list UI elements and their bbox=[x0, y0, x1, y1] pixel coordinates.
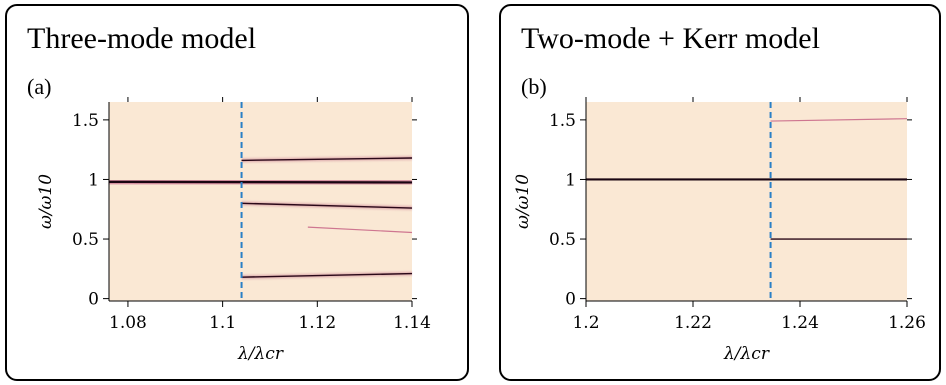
x-axis-label: λ/λcr bbox=[723, 344, 770, 364]
spectral-line bbox=[770, 118, 908, 122]
y-axis-label: ω/ω10 bbox=[513, 174, 533, 229]
plot-background bbox=[109, 102, 412, 301]
x-tick-label: 1.14 bbox=[393, 313, 431, 333]
y-axis-label: ω/ω10 bbox=[36, 174, 56, 229]
y-tick-label: 0.5 bbox=[72, 230, 99, 250]
spectral-line-core bbox=[241, 202, 413, 209]
y-tick-label: 0.5 bbox=[549, 230, 576, 250]
x-tick-label: 1.1 bbox=[209, 313, 236, 333]
y-tick-label: 1.5 bbox=[549, 111, 576, 131]
panel-a-title: Three-mode model bbox=[27, 22, 257, 55]
spectral-line bbox=[108, 178, 413, 186]
y-tick-label: 0 bbox=[88, 290, 99, 310]
panel-b-title: Two-mode + Kerr model bbox=[521, 22, 820, 55]
spectral-line-core bbox=[307, 226, 413, 234]
y-tick-label: 1 bbox=[88, 170, 99, 190]
x-tick-label: 1.08 bbox=[109, 313, 147, 333]
x-tick-label: 1.12 bbox=[298, 313, 336, 333]
panel-a-letter: (a) bbox=[27, 74, 52, 99]
plot-background bbox=[586, 102, 907, 301]
spectral-line bbox=[241, 156, 413, 162]
panel-b-letter: (b) bbox=[521, 74, 547, 99]
x-axis-label: λ/λcr bbox=[237, 344, 284, 364]
x-tick-label: 1.2 bbox=[572, 313, 599, 333]
x-tick-label: 1.22 bbox=[674, 313, 712, 333]
spectral-line-core bbox=[108, 180, 413, 184]
y-tick-label: 1 bbox=[565, 170, 576, 190]
spectral-line-core bbox=[770, 118, 908, 122]
spectral-line bbox=[241, 201, 413, 210]
spectral-line bbox=[307, 226, 413, 234]
spectral-line-core bbox=[241, 157, 413, 162]
spectral-line-core bbox=[241, 272, 413, 278]
x-tick-label: 1.24 bbox=[781, 313, 819, 333]
y-tick-label: 1.5 bbox=[72, 111, 99, 131]
spectral-line bbox=[241, 272, 413, 279]
y-tick-label: 0 bbox=[565, 290, 576, 310]
x-tick-label: 1.26 bbox=[888, 313, 926, 333]
